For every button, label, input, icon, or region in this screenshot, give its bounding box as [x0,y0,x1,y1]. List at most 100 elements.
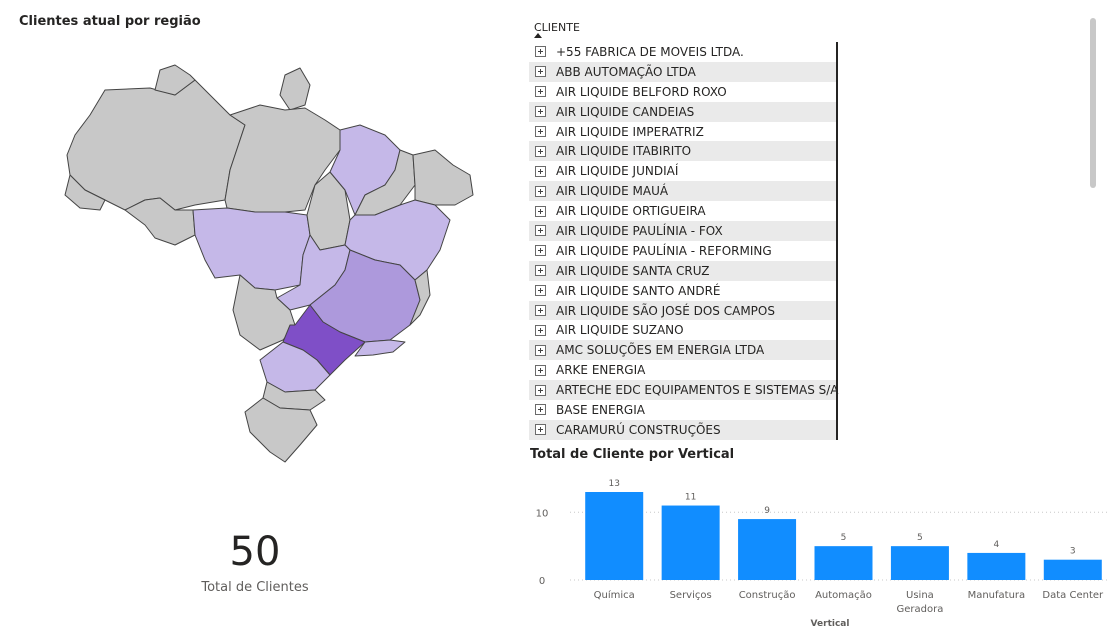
table-row[interactable]: AMC SOLUÇÕES EM ENERGIA LTDA [529,340,836,361]
expand-plus-icon[interactable] [535,165,546,177]
table-row[interactable]: AIR LIQUIDE SUZANO [529,320,836,340]
x-tick-label: Usina [906,590,934,601]
table-row[interactable]: CARAMURÚ CONSTRUÇÕES [529,419,836,440]
expand-plus-icon[interactable] [535,66,546,78]
state-espirito-santo[interactable] [409,269,431,326]
expand-plus-icon[interactable] [535,126,546,137]
table-row[interactable]: AIR LIQUIDE SANTO ANDRÉ [529,281,836,301]
table-row[interactable]: AIR LIQUIDE PAULÍNIA - FOX [529,221,836,241]
state-rio-de-janeiro[interactable] [354,339,406,357]
expand-plus-icon[interactable] [535,245,546,257]
client-name: CARAMURÚ CONSTRUÇÕES [556,422,721,437]
expand-plus-icon[interactable] [535,145,546,157]
expand-plus-icon[interactable] [535,285,546,297]
client-name: AIR LIQUIDE BELFORD ROXO [556,84,727,99]
bar[interactable] [967,552,1026,580]
expand-plus-icon[interactable] [535,265,546,277]
bar[interactable] [661,505,720,580]
table-row[interactable]: ARTECHE EDC EQUIPAMENTOS E SISTEMAS S/A [529,380,839,401]
client-name: AIR LIQUIDE SUZANO [556,323,684,338]
total-clients-label: Total de Clientes [201,580,309,595]
client-name: AIR LIQUIDE JUNDIAÍ [556,164,679,179]
expand-plus-icon[interactable] [535,106,546,118]
expand-plus-icon[interactable] [535,324,546,336]
data-label: 4 [993,540,999,550]
expand-plus-icon[interactable] [535,424,546,436]
table-row[interactable]: AIR LIQUIDE CANDEIAS [529,101,836,122]
state-roraima[interactable] [154,64,196,96]
brazil-map[interactable] [55,60,485,470]
expand-plus-icon[interactable] [535,364,546,376]
bar[interactable] [890,546,949,580]
client-name: AIR LIQUIDE ITABIRITO [556,144,692,159]
table-row[interactable]: ABB AUTOMAÇÃO LTDA [529,61,836,82]
client-name: AIR LIQUIDE IMPERATRIZ [556,124,704,139]
expand-plus-icon[interactable] [535,185,546,197]
x-axis-title: Vertical [811,619,850,629]
state-amapa[interactable] [279,67,311,111]
table-row[interactable]: AIR LIQUIDE SANTA CRUZ [529,260,836,281]
table-row[interactable]: +55 FABRICA DE MOVEIS LTDA. [529,42,836,62]
bar[interactable] [1043,559,1102,580]
client-name: AIR LIQUIDE PAULÍNIA - REFORMING [556,243,772,258]
state-ceara[interactable] [412,149,474,206]
x-tick-label: Data Center [1042,590,1104,601]
state-acre[interactable] [64,174,106,211]
expand-plus-icon[interactable] [535,46,546,58]
chart-title: Total de Cliente por Vertical [530,447,735,462]
table-row[interactable]: AIR LIQUIDE JUNDIAÍ [529,161,836,181]
x-tick-label: Química [594,589,635,601]
table-row[interactable]: AIR LIQUIDE ORTIGUEIRA [529,201,836,221]
column-header-cliente[interactable]: CLIENTE [534,21,580,34]
data-label: 5 [917,533,923,543]
client-name: AIR LIQUIDE ORTIGUEIRA [556,204,706,219]
table-row[interactable]: AIR LIQUIDE BELFORD ROXO [529,82,836,102]
expand-plus-icon[interactable] [535,205,546,217]
table-row[interactable]: AIR LIQUIDE IMPERATRIZ [529,122,836,142]
bar[interactable] [814,546,873,580]
table-row[interactable]: ARKE ENERGIA [529,360,836,380]
client-name: ARKE ENERGIA [556,363,646,378]
client-name: AIR LIQUIDE PAULÍNIA - FOX [556,223,723,238]
state-rio-grande-do-sul[interactable] [244,397,318,463]
table-row[interactable]: AIR LIQUIDE SÃO JOSÉ DOS CAMPOS [529,300,836,321]
sort-ascending-icon[interactable] [534,33,542,38]
x-tick-label: Manufatura [968,590,1026,601]
data-label: 13 [608,479,619,489]
table-row[interactable]: AIR LIQUIDE MAUÁ [529,181,836,202]
expand-plus-icon[interactable] [535,86,546,98]
expand-plus-icon[interactable] [535,344,546,356]
expand-plus-icon[interactable] [535,404,546,416]
total-clients-card: 50 Total de Clientes [185,528,325,595]
client-name: AMC SOLUÇÕES EM ENERGIA LTDA [556,343,765,358]
data-label: 11 [685,493,696,503]
x-tick-label: Serviços [670,590,712,601]
table-row[interactable]: AIR LIQUIDE ITABIRITO [529,141,836,162]
expand-plus-icon[interactable] [535,384,546,396]
bar[interactable] [585,492,644,580]
x-tick-label: Automação [815,590,872,601]
table-row[interactable]: BASE ENERGIA [529,400,836,420]
bar[interactable] [738,519,797,580]
client-name: BASE ENERGIA [556,402,645,417]
table-header[interactable]: CLIENTE [529,16,836,40]
table-body: +55 FABRICA DE MOVEIS LTDA. ABB AUTOMAÇÃO… [529,42,839,440]
client-name: AIR LIQUIDE MAUÁ [556,184,669,199]
client-name: AIR LIQUIDE SANTA CRUZ [556,263,710,278]
table-scrollbar[interactable] [1090,18,1096,188]
expand-plus-icon[interactable] [535,305,546,317]
table-row[interactable]: AIR LIQUIDE PAULÍNIA - REFORMING [529,241,836,261]
y-tick-label: 0 [539,576,545,587]
state-amazonas[interactable] [66,79,246,211]
client-name: +55 FABRICA DE MOVEIS LTDA. [556,44,744,59]
client-name: AIR LIQUIDE CANDEIAS [556,104,695,119]
client-table[interactable]: CLIENTE +55 FABRICA DE MOVEIS LTDA. ABB A… [529,16,839,440]
client-name: AIR LIQUIDE SÃO JOSÉ DOS CAMPOS [556,303,775,318]
expand-plus-icon[interactable] [535,225,546,237]
y-tick-label: 10 [536,508,549,519]
x-tick-label: Construção [739,590,796,601]
data-label: 3 [1070,547,1076,557]
map-title: Clientes atual por região [19,14,201,29]
vertical-bar-chart[interactable]: 0 10 13 Química 11 Serviços 9 Construção 5 Automa… [520,470,1115,635]
state-mato-grosso[interactable] [192,207,311,291]
